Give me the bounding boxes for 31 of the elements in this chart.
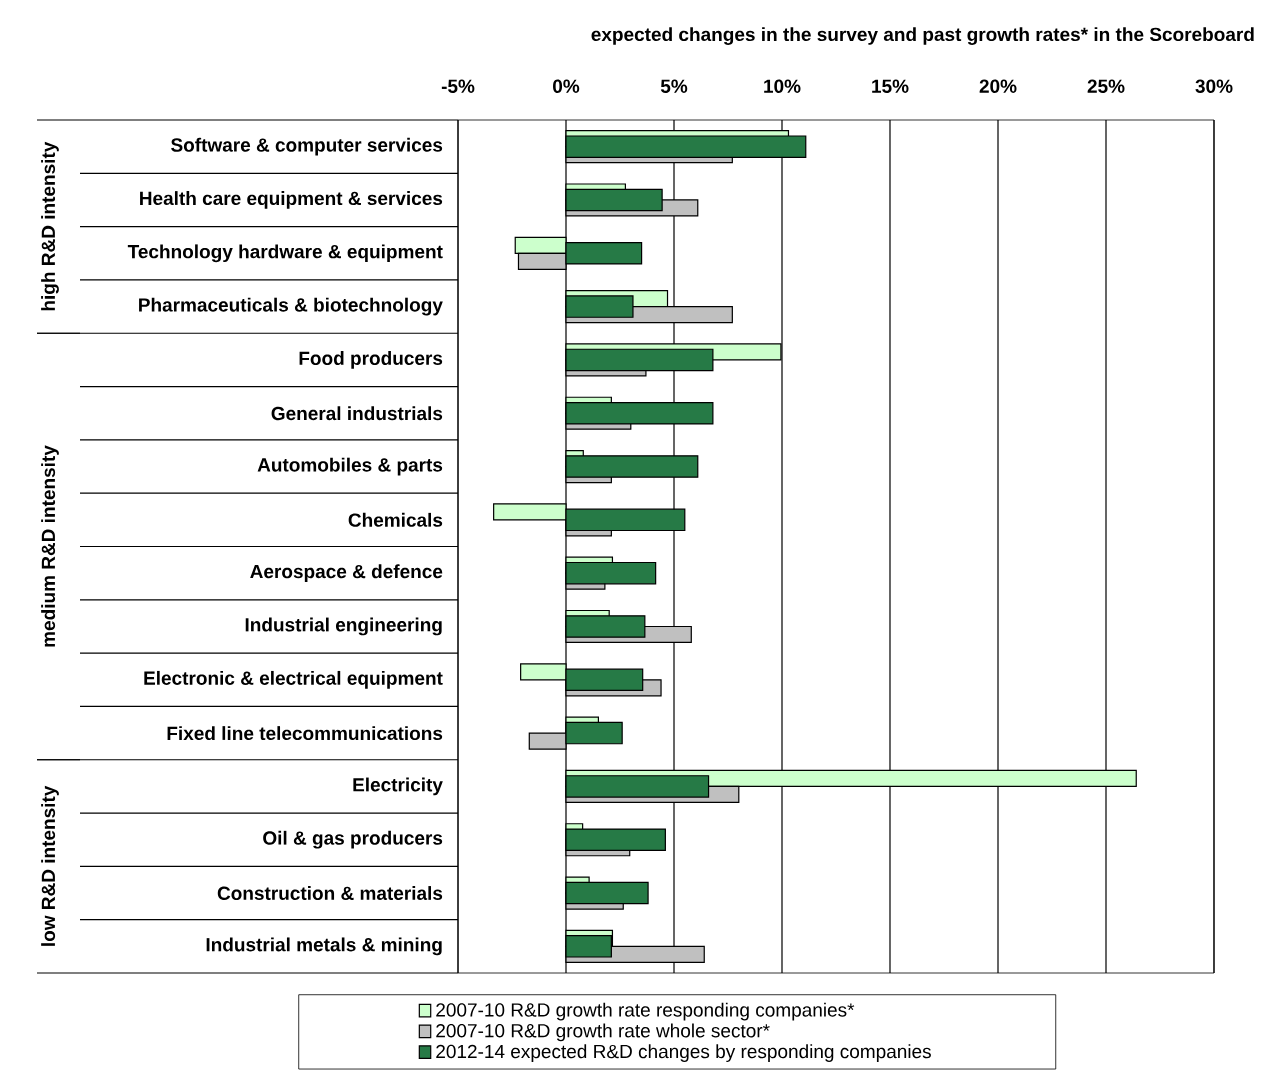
y-tick-label: Electronic & electrical equipment bbox=[144, 670, 443, 689]
y-tick-label: Construction & materials bbox=[217, 886, 443, 901]
y-tick-label: General industrials bbox=[271, 406, 443, 421]
y-tick-label: Aerospace & defence bbox=[250, 564, 443, 583]
y-tick-label: Electricity bbox=[353, 777, 443, 796]
x-tick-label: 5% bbox=[660, 79, 688, 93]
x-tick-label: 15% bbox=[872, 79, 909, 93]
legend-label: 2007-10 R&D growth rate whole sector* bbox=[436, 1023, 770, 1042]
y-tick-label: Pharmaceuticals & biotechnology bbox=[139, 297, 443, 316]
x-tick-label: 25% bbox=[1087, 79, 1125, 93]
y-tick-label: Food producers bbox=[299, 351, 443, 369]
y-tick-label: Software & computer services bbox=[171, 137, 443, 156]
legend-label: 2007-10 R&D growth rate responding companies* bbox=[436, 1002, 855, 1021]
y-tick-label: Health care equipment & services bbox=[140, 191, 443, 209]
y-tick-label: Oil & gas producers bbox=[263, 830, 443, 849]
legend-label: 2012-14 expected R&D changes by responding companies bbox=[436, 1044, 931, 1062]
x-tick-label: 0% bbox=[553, 79, 580, 93]
x-tick-label: 10% bbox=[764, 79, 801, 93]
y-tick-label: Industrial metals & mining bbox=[206, 937, 442, 956]
text: medium R&D intensity bbox=[41, 445, 59, 647]
y-tick-label: Chemicals bbox=[348, 512, 443, 527]
y-tick-label: Automobiles & parts bbox=[257, 457, 443, 476]
x-tick-label: 30% bbox=[1195, 79, 1233, 93]
y-tick-label: Fixed line telecommunications bbox=[167, 726, 443, 741]
y-tick-label: Technology hardware & equipment bbox=[127, 244, 443, 263]
x-tick-label: -5% bbox=[441, 79, 475, 93]
text: low R&D intensity bbox=[41, 785, 59, 946]
x-tick-label: 20% bbox=[979, 79, 1017, 93]
x-axis-title: expected changes in the survey and past growth rates* in the Scoreboard bbox=[591, 27, 1254, 45]
text: high R&D intensity bbox=[41, 141, 59, 311]
y-tick-label: Industrial engineering bbox=[245, 617, 442, 636]
